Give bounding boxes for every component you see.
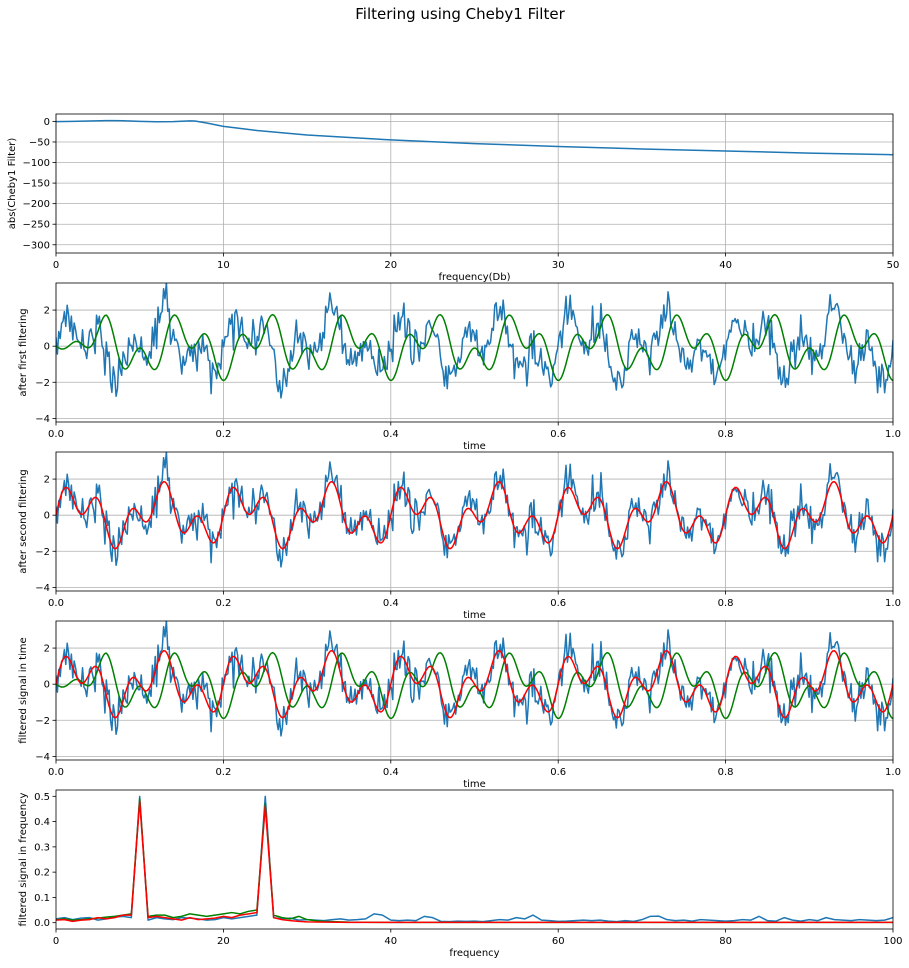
x-tick-label: 20 <box>217 936 230 947</box>
y-tick-label: −4 <box>35 414 50 425</box>
subplots: 0 10 20 30 40 500−50−100−150−200−250−300frequ… <box>7 113 903 959</box>
y-axis-label: filtered signal in frequency <box>18 792 29 926</box>
plot-frame <box>55 113 894 254</box>
x-tick-label: 0.6 <box>550 598 566 609</box>
y-axis-label: filtered signal in time <box>18 637 29 743</box>
x-tick-label: 20 <box>384 260 397 271</box>
y-tick-label: −100 <box>23 158 50 169</box>
x-tick-label: 0 <box>53 260 59 271</box>
x-axis-label: frequency <box>449 948 499 959</box>
series-line-red <box>56 480 893 550</box>
x-tick-label: 50 <box>887 260 900 271</box>
y-tick-label: −150 <box>23 179 50 190</box>
x-tick-label: 0.8 <box>718 429 734 440</box>
x-tick-label: 0.0 <box>48 767 64 778</box>
subplot-5: 0 20 40 60 80 100 0.0 0.1 0.2 0.3 0.4 0.5 frequency f… <box>18 789 903 959</box>
x-axis-label: time <box>463 441 486 452</box>
plot-frame <box>55 282 894 423</box>
x-tick-label: 0.8 <box>718 767 734 778</box>
y-tick-label: 0 <box>44 680 50 691</box>
y-tick-label: −2 <box>35 547 50 558</box>
x-tick-label: 1.0 <box>885 598 901 609</box>
x-axis-label: time <box>463 779 486 790</box>
subplot-4: 0.0 0.2 0.4 0.6 0.8 1.0 −4 −2 0 2 time filtered sig… <box>18 620 901 790</box>
figure-title: Filtering using Cheby1 Filter <box>355 5 565 23</box>
x-tick-label: 0.2 <box>215 767 231 778</box>
x-tick-label: 0.4 <box>383 429 399 440</box>
y-tick-label: 0 <box>44 511 50 522</box>
x-tick-label: 0.0 <box>48 598 64 609</box>
x-tick-label: 0.4 <box>383 598 399 609</box>
y-tick-label: −250 <box>23 220 50 231</box>
subplot-3: 0.0 0.2 0.4 0.6 0.8 1.0 −4 −2 0 2 time after second… <box>18 451 901 621</box>
series-line-red <box>56 800 893 924</box>
y-tick-label: 0.0 <box>34 918 50 929</box>
y-tick-label: 2 <box>44 475 50 486</box>
x-tick-label: 0.8 <box>718 598 734 609</box>
x-tick-label: 0.6 <box>550 429 566 440</box>
y-tick-label: −50 <box>29 137 50 148</box>
x-tick-label: 30 <box>552 260 565 271</box>
y-tick-label: 2 <box>44 306 50 317</box>
y-tick-label: 0.4 <box>34 817 50 828</box>
series-line-blue <box>56 795 893 923</box>
subplot-1: 0 10 20 30 40 50 0 −50 −100 −150 −200 −250 −300 frequ… <box>7 113 900 283</box>
x-tick-label: 40 <box>719 260 732 271</box>
series-line-blue <box>56 119 893 156</box>
series-line-blue <box>56 452 893 568</box>
series-line-green <box>56 313 893 382</box>
series-line-blue <box>56 621 893 737</box>
x-tick-label: 0.4 <box>383 767 399 778</box>
plot-frame <box>55 620 894 761</box>
x-tick-label: 10 <box>217 260 230 271</box>
series-line-blue <box>56 283 893 399</box>
y-tick-label: 0 <box>44 342 50 353</box>
plot-frame <box>55 451 894 592</box>
y-tick-label: −300 <box>23 240 50 251</box>
y-tick-label: 2 <box>44 644 50 655</box>
y-tick-label: −4 <box>35 752 50 763</box>
x-tick-label: 60 <box>552 936 565 947</box>
subplot-2: 0.0 0.2 0.4 0.6 0.8 1.0 −4 −2 0 2 time after first … <box>18 282 901 452</box>
y-tick-label: −4 <box>35 583 50 594</box>
y-tick-label: 0.3 <box>34 842 50 853</box>
y-axis-label: abs(Cheby1 Filter) <box>7 138 18 230</box>
x-tick-label: 0.0 <box>48 429 64 440</box>
x-tick-label: 100 <box>883 936 902 947</box>
y-tick-label: 0.5 <box>34 792 50 803</box>
y-axis-label: after second filtering <box>18 469 29 573</box>
y-tick-label: −200 <box>23 199 50 210</box>
y-tick-label: −2 <box>35 716 50 727</box>
x-tick-label: 0.2 <box>215 598 231 609</box>
y-tick-label: 0.1 <box>34 893 50 904</box>
x-tick-label: 0 <box>53 936 59 947</box>
x-tick-label: 0.6 <box>550 767 566 778</box>
plot-frame <box>55 789 894 930</box>
x-tick-label: 0.2 <box>215 429 231 440</box>
x-tick-label: 40 <box>384 936 397 947</box>
x-axis-label: frequency(Db) <box>438 272 510 283</box>
x-tick-label: 80 <box>719 936 732 947</box>
y-tick-label: −2 <box>35 378 50 389</box>
series-line-red <box>56 649 893 719</box>
series-line-green <box>56 798 893 924</box>
y-tick-label: 0 <box>44 117 50 128</box>
x-tick-label: 1.0 <box>885 767 901 778</box>
x-axis-label: time <box>463 610 486 621</box>
y-tick-label: 0.2 <box>34 868 50 879</box>
x-tick-label: 1.0 <box>885 429 901 440</box>
y-axis-label: after first filtering <box>18 308 29 396</box>
